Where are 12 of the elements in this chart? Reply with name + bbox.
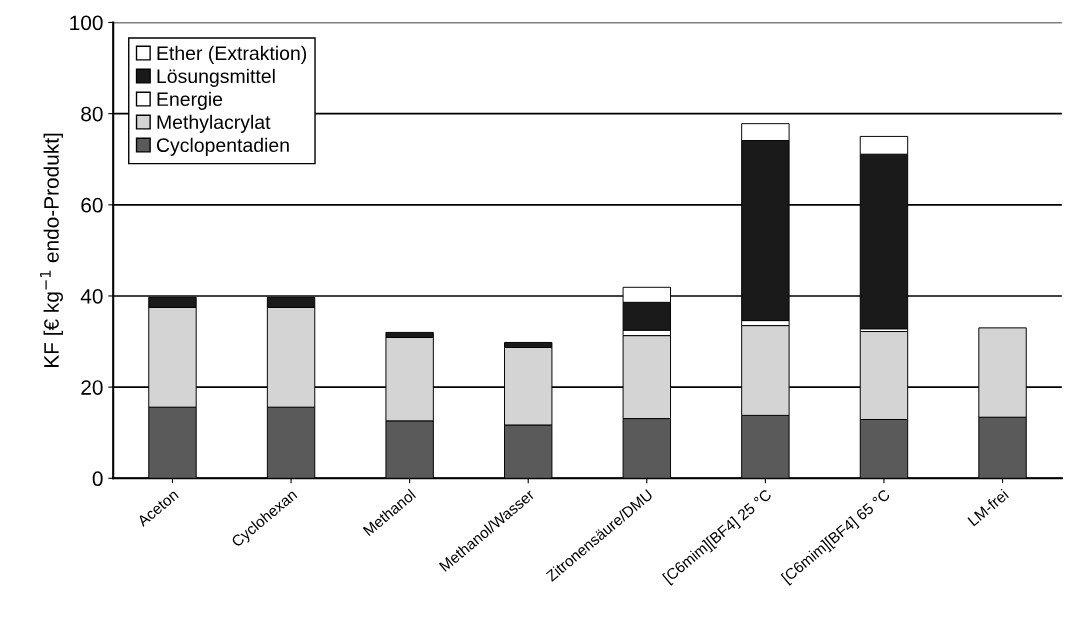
y-tick-label: 40 — [80, 288, 103, 304]
legend-label: Methylacrylat — [157, 114, 271, 133]
legend-label: Lösungsmittel — [157, 68, 275, 87]
y-tick-label: 60 — [81, 197, 103, 213]
legend-label: Cyclopentadien — [156, 137, 289, 156]
legend-label: Ether (Extraktion) — [157, 45, 307, 64]
y-axis-title: KF [€ kg$^{−1}$ endo-Produkt] — [40, 133, 63, 367]
y-tick-label: 0 — [92, 471, 103, 487]
y-tick-label: 100 — [70, 15, 103, 31]
legend-label: Energie — [157, 91, 223, 110]
y-tick-label: 80 — [81, 106, 103, 122]
y-tick-label: 20 — [81, 380, 103, 395]
